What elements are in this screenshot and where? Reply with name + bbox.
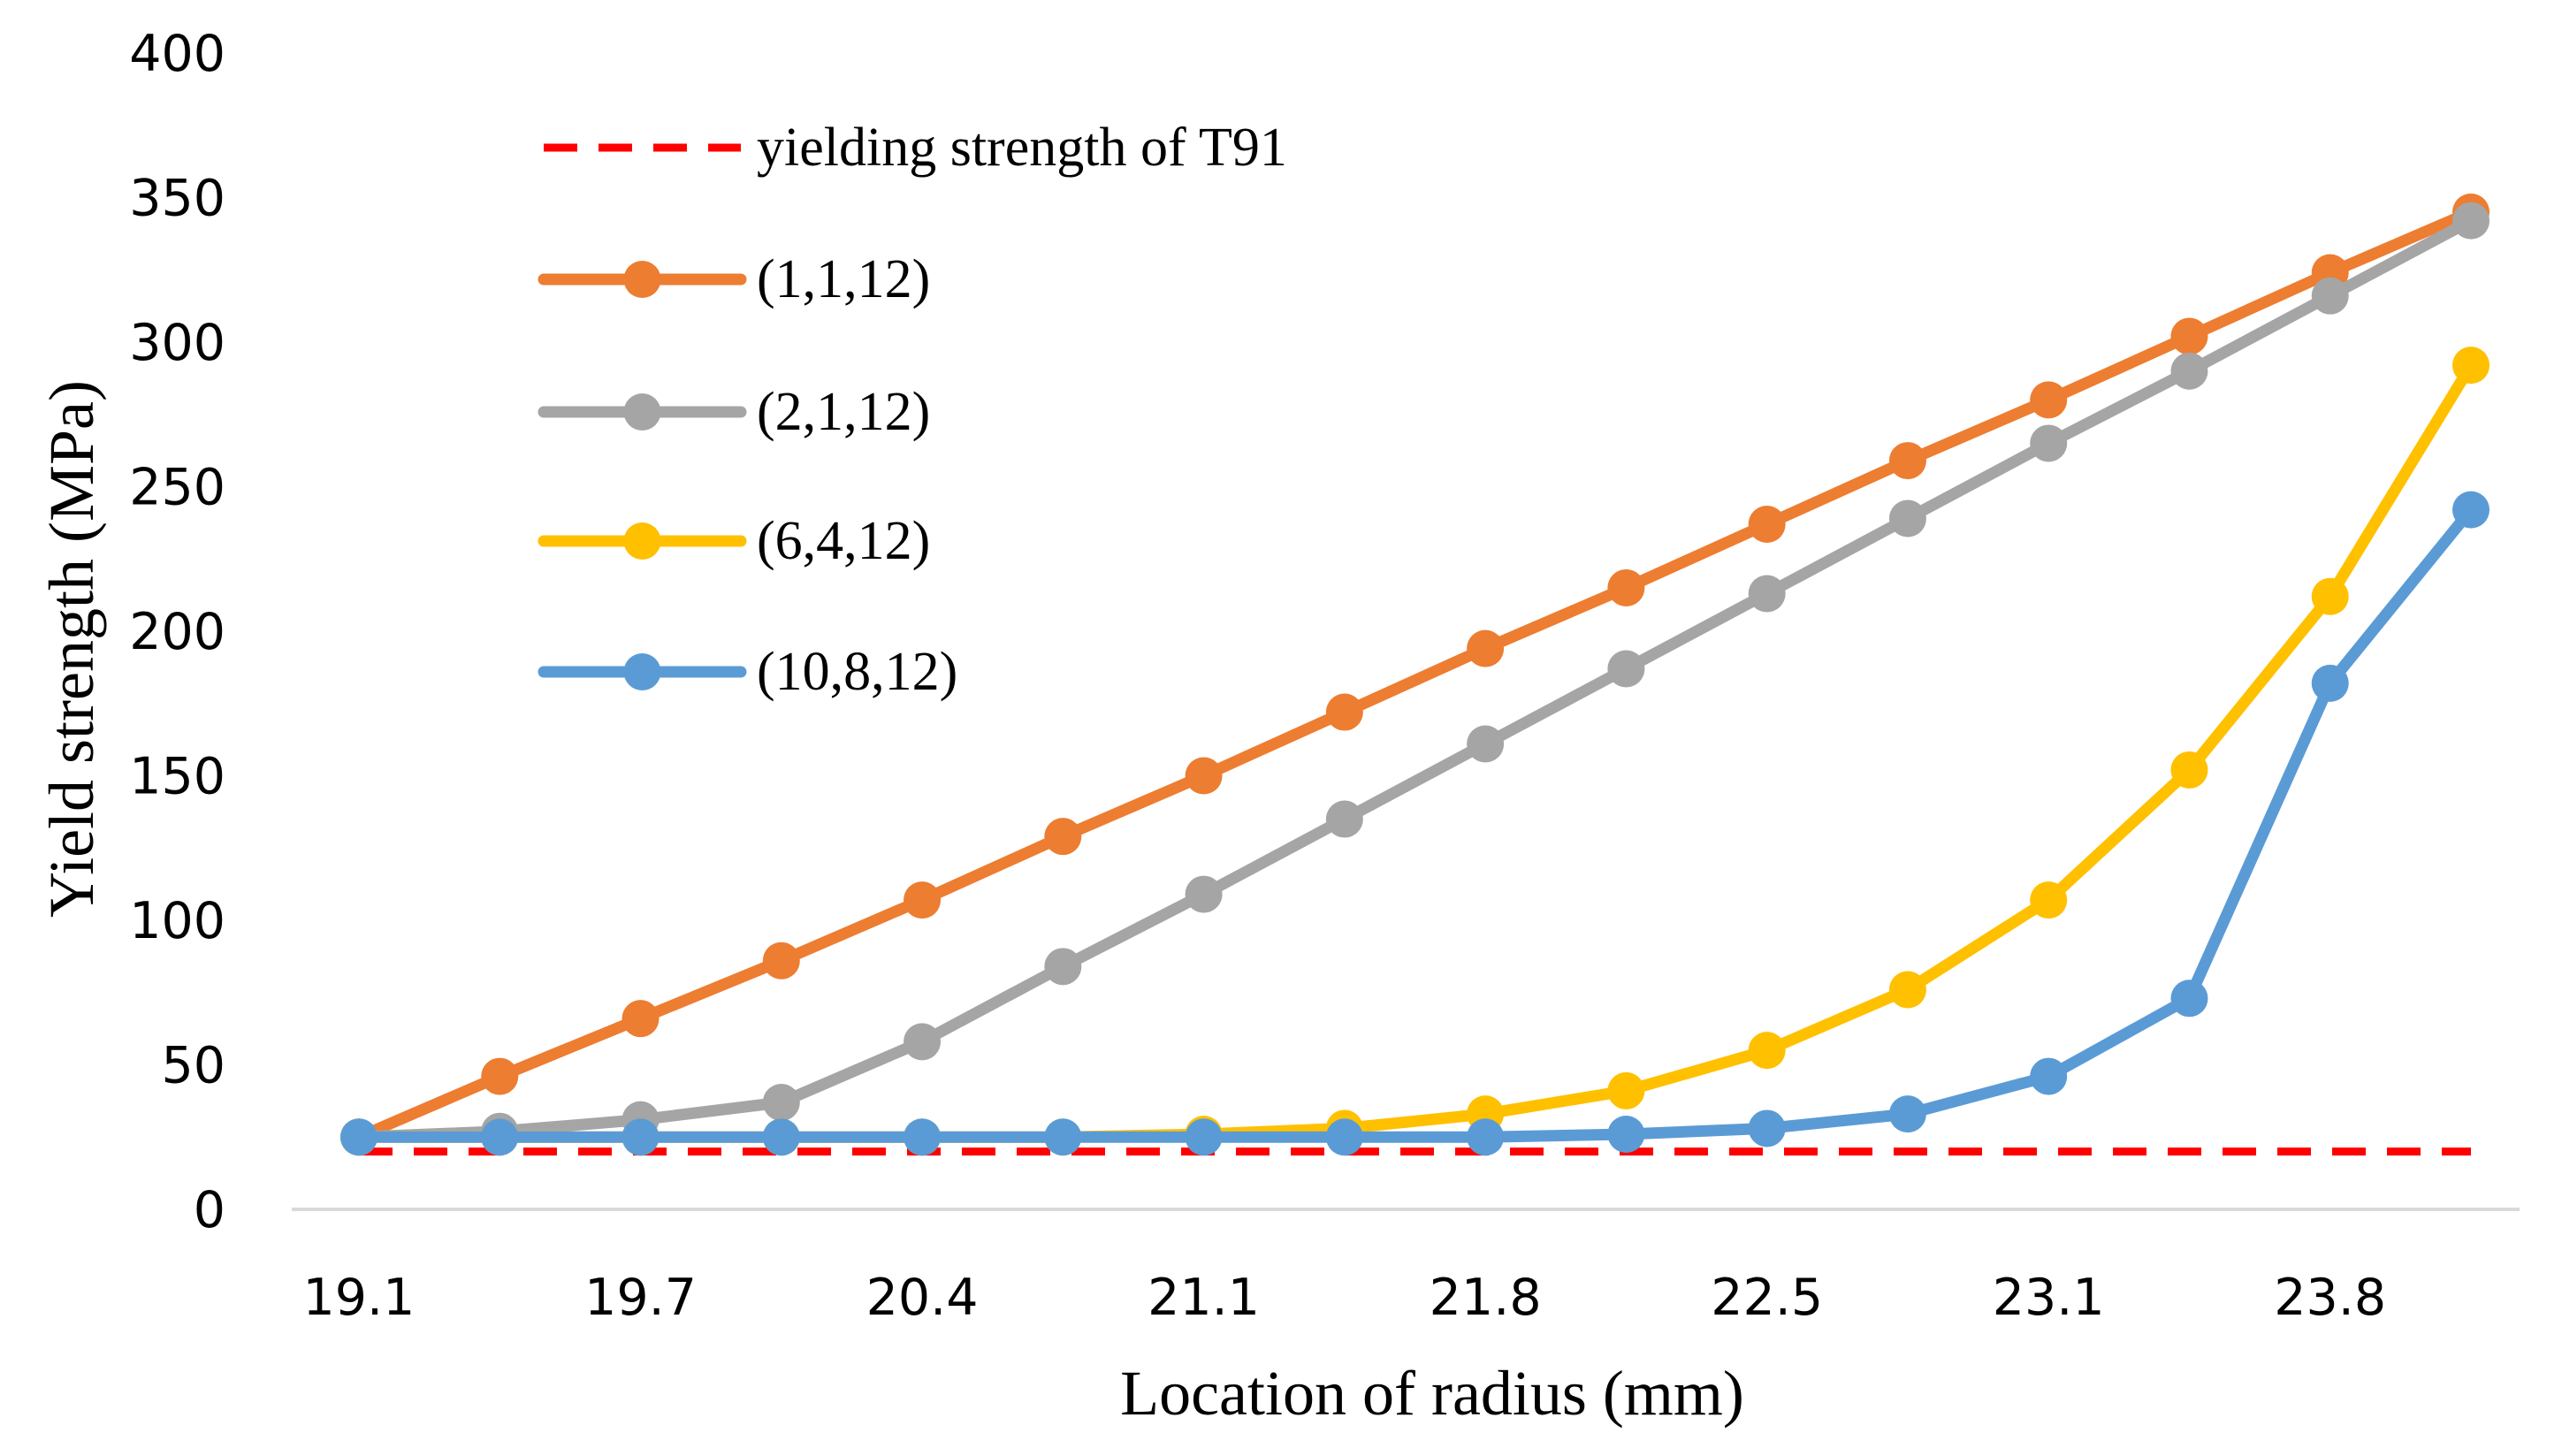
x-axis-title: Location of radius (mm) — [1120, 1358, 1744, 1429]
x-tick-label: 23.1 — [1993, 1269, 2105, 1327]
legend-label-series: (6,4,12) — [757, 511, 930, 571]
data-point — [2452, 491, 2490, 529]
data-point — [762, 941, 800, 980]
data-point — [1467, 1118, 1505, 1156]
x-tick-label: 21.8 — [1430, 1269, 1542, 1327]
data-point — [2311, 277, 2349, 315]
data-point — [2030, 1057, 2068, 1095]
data-point — [1044, 818, 1082, 856]
legend-swatch-marker — [623, 393, 661, 431]
data-point — [1888, 1095, 1926, 1133]
legend-label-series: (1,1,12) — [757, 249, 930, 309]
y-tick-label: 300 — [129, 314, 225, 372]
y-tick-label: 0 — [194, 1181, 225, 1239]
data-point — [340, 1118, 377, 1156]
data-point — [904, 1023, 942, 1061]
data-point — [1467, 629, 1505, 667]
y-tick-label: 400 — [129, 25, 225, 83]
data-point — [1185, 757, 1223, 795]
data-point — [2030, 881, 2068, 919]
y-tick-label: 200 — [129, 603, 225, 661]
data-point — [1607, 1115, 1645, 1153]
data-point — [2452, 202, 2490, 240]
data-point — [1748, 506, 1786, 544]
legend: yielding strength of T91 (1,1,12) (2,1,12)… — [538, 118, 1287, 702]
data-point — [2170, 751, 2208, 789]
legend-label-series: (10,8,12) — [757, 642, 957, 702]
x-tick-label: 23.8 — [2274, 1269, 2386, 1327]
data-point — [1748, 575, 1786, 613]
data-point — [1748, 1109, 1786, 1147]
data-point — [1748, 1032, 1786, 1070]
legend-label-series: (2,1,12) — [757, 382, 930, 442]
x-tick-label: 21.1 — [1148, 1269, 1260, 1327]
y-axis-title: Yield strength (MPa) — [36, 380, 107, 918]
x-tick-label: 22.5 — [1711, 1269, 1823, 1327]
y-tick-label: 50 — [161, 1037, 225, 1095]
data-point — [2170, 352, 2208, 390]
data-point — [762, 1084, 800, 1122]
legend-label-reference: yielding strength of T91 — [757, 118, 1287, 178]
data-point — [1325, 800, 1363, 838]
data-point — [1044, 1118, 1082, 1156]
data-point — [481, 1118, 519, 1156]
y-tick-label: 150 — [129, 748, 225, 806]
y-tick-label: 350 — [129, 170, 225, 228]
series-line-4 — [353, 504, 2477, 1143]
data-point — [762, 1118, 800, 1156]
data-point — [1888, 442, 1926, 480]
data-point — [621, 1000, 660, 1038]
data-point — [2311, 664, 2349, 702]
data-point — [1607, 1071, 1645, 1109]
data-point — [2030, 381, 2068, 419]
data-point — [1888, 499, 1926, 537]
data-point — [481, 1057, 519, 1095]
series-line-2 — [353, 215, 2477, 1143]
data-point — [1888, 971, 1926, 1009]
data-point — [1325, 693, 1363, 731]
data-point — [1044, 948, 1082, 986]
data-point — [1185, 875, 1223, 913]
data-point — [1607, 568, 1645, 606]
axes-layer: 0 50 100 150 200 250 300 350 400 19.1 19.7 20.4 21.1… — [129, 25, 2520, 1327]
legend-swatch-marker — [623, 522, 661, 560]
data-point — [2311, 577, 2349, 615]
data-point — [2030, 424, 2068, 462]
x-tick-label: 19.1 — [303, 1269, 416, 1327]
y-tick-label: 250 — [129, 459, 225, 517]
data-point — [2452, 347, 2490, 385]
legend-swatch-marker — [623, 653, 661, 690]
data-point — [1325, 1118, 1363, 1156]
data-point — [1607, 650, 1645, 688]
data-point — [2170, 980, 2208, 1018]
legend-swatch-marker — [623, 261, 661, 298]
data-point — [2170, 317, 2208, 355]
data-point — [904, 881, 942, 919]
data-point — [1185, 1118, 1223, 1156]
y-tick-label: 100 — [129, 892, 225, 950]
data-point — [621, 1118, 660, 1156]
data-point — [1467, 725, 1505, 763]
x-tick-label: 19.7 — [584, 1269, 697, 1327]
series-line-1 — [353, 206, 2477, 1143]
series-layer — [340, 193, 2490, 1156]
data-point — [904, 1118, 942, 1156]
x-tick-label: 20.4 — [866, 1269, 979, 1327]
